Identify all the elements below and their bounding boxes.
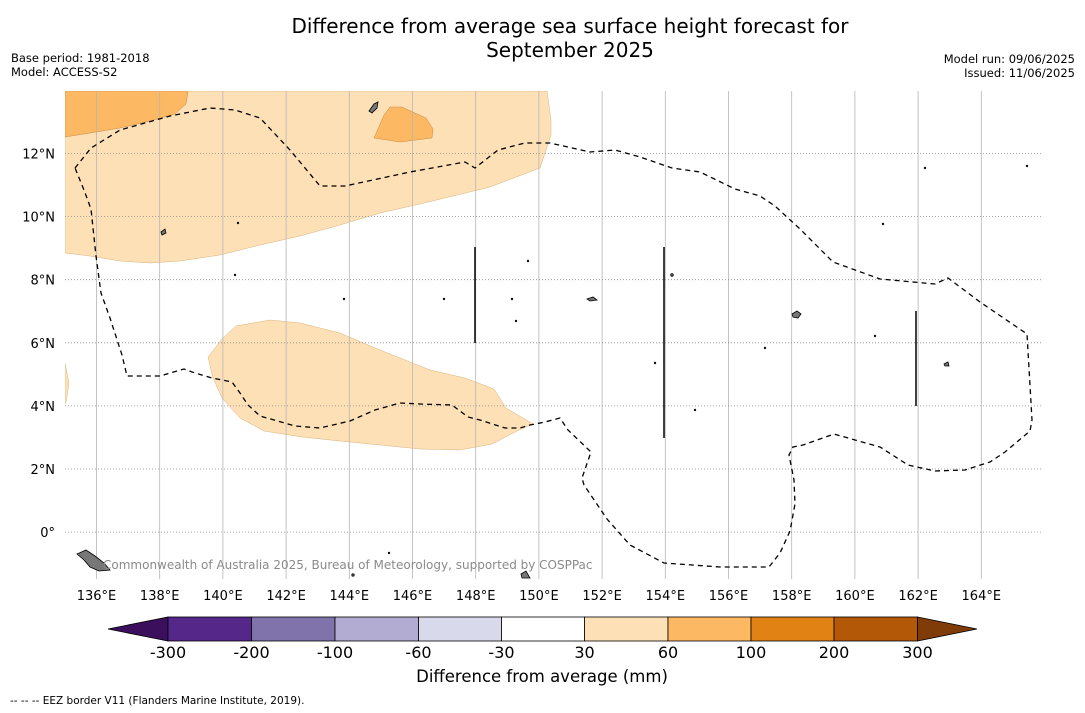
latitude-tick-label: 8°N [31, 274, 56, 289]
island [1025, 164, 1029, 168]
islands [76, 101, 1029, 579]
run-info: Model run: 09/06/2025 Issued: 11/06/2025 [944, 52, 1075, 80]
island [653, 361, 657, 365]
longitude-tick-label: 154°E [646, 589, 686, 604]
island [670, 273, 674, 277]
latitude-tick-label: 0° [40, 526, 55, 541]
island [342, 297, 346, 301]
island [387, 551, 391, 555]
colorbar-tick-label: 300 [902, 643, 933, 662]
island [233, 273, 237, 277]
colorbar-segment [750, 616, 835, 642]
longitude-tick-label: 150°E [519, 589, 559, 604]
anomaly-region-west-edge [65, 362, 70, 405]
longitude-tick-label: 142°E [266, 589, 306, 604]
anomaly-region-south [207, 319, 534, 451]
longitude-tick-label: 162°E [898, 589, 938, 604]
colorbar-extend-high [917, 616, 978, 642]
island [526, 259, 530, 263]
colorbar-segment [501, 616, 585, 642]
colorbar-segment [667, 616, 752, 642]
eez-border [74, 107, 1033, 568]
longitude-tick-label: 164°E [962, 589, 1002, 604]
latitude-labels: 12°N 10°N 8°N 6°N 4°N 2°N 0° [22, 148, 55, 542]
island [763, 346, 767, 350]
longitude-tick-label: 144°E [330, 589, 370, 604]
colorbar-tick-label: 200 [818, 643, 850, 662]
issued-date: Issued: 11/06/2025 [964, 66, 1075, 80]
colorbar-tick-label: -30 [488, 643, 515, 662]
longitude-tick-label: 146°E [393, 589, 433, 604]
model-info: Base period: 1981-2018 Model: ACCESS-S2 [11, 51, 150, 79]
island [791, 310, 802, 319]
colorbar-segment [584, 616, 669, 642]
gridlines [65, 91, 1042, 579]
latitude-tick-label: 2°N [31, 463, 56, 478]
longitude-tick-label: 158°E [772, 589, 812, 604]
latitude-tick-label: 4°N [31, 400, 56, 415]
map-panel [65, 91, 1042, 579]
island [236, 221, 240, 225]
island [160, 228, 167, 236]
island [368, 101, 379, 114]
longitude-tick-label: 148°E [456, 589, 496, 604]
colorbar-segment [251, 616, 336, 642]
colorbar-tick-label: -300 [149, 643, 187, 662]
colorbar-tick-label: -200 [233, 643, 270, 662]
island [873, 334, 877, 338]
latitude-tick-label: 12°N [22, 148, 55, 163]
anomaly-region-island-high [373, 106, 434, 143]
island [693, 408, 697, 412]
colorbar-tick-label: 30 [574, 643, 595, 662]
copyright-notice: Commonwealth of Australia 2025, Bureau o… [103, 558, 593, 572]
longitude-tick-label: 136°E [77, 589, 117, 604]
latitude-tick-label: 10°N [22, 211, 55, 226]
colorbar-tick-label: 100 [735, 643, 767, 662]
model-name: Model: ACCESS-S2 [11, 65, 118, 79]
chart-title: Difference from average sea surface heig… [0, 14, 1085, 62]
island [351, 573, 355, 577]
colorbar-title: Difference from average (mm) [416, 667, 668, 686]
longitude-tick-label: 156°E [709, 589, 749, 604]
longitude-tick-label: 138°E [140, 589, 180, 604]
colorbar-tick-label: 60 [657, 643, 679, 662]
longitude-labels: 136°E 138°E 140°E 142°E 144°E 146°E 148°E 150°E… [77, 589, 1001, 604]
island [586, 296, 599, 302]
longitude-tick-label: 140°E [203, 589, 243, 604]
colorbar-segment [334, 616, 419, 642]
island [943, 361, 950, 367]
island [514, 319, 518, 323]
island [510, 297, 514, 301]
island [442, 297, 446, 301]
base-period: Base period: 1981-2018 [11, 51, 150, 65]
colorbar-tick-label: -60 [405, 643, 432, 662]
island [76, 549, 111, 572]
title-line-1: Difference from average sea surface heig… [291, 14, 849, 38]
island [520, 570, 531, 579]
model-run: Model run: 09/06/2025 [943, 52, 1075, 66]
colorbar-tick-label: -100 [316, 643, 354, 662]
longitude-tick-label: 152°E [582, 589, 622, 604]
latitude-tick-label: 6°N [31, 337, 56, 352]
colorbar [107, 616, 978, 642]
longitude-tick-label: 160°E [835, 589, 875, 604]
colorbar-segment [167, 616, 252, 642]
title-line-2: September 2025 [486, 38, 654, 62]
colorbar-segment [418, 616, 502, 642]
island [881, 222, 885, 226]
eez-footnote: -- -- -- EEZ border V11 (Flanders Marine… [10, 695, 305, 707]
colorbar-extend-low [107, 616, 169, 642]
island [923, 166, 927, 170]
colorbar-segment [833, 616, 918, 642]
